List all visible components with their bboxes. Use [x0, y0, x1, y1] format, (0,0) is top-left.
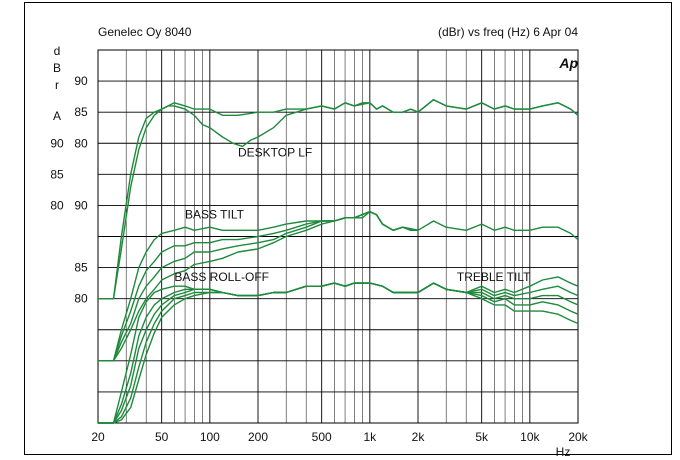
series-line-rolloff [98, 282, 579, 424]
y-tick-label-right: 85 [74, 261, 88, 275]
series-layer [98, 99, 579, 424]
chart-frame [24, 2, 672, 455]
x-tick-label: 2k [412, 430, 426, 444]
annotation-label: DESKTOP LF [238, 146, 312, 160]
x-tick-label: 50 [155, 430, 169, 444]
y-tick-label-right: 90 [74, 198, 88, 212]
header-right-text: (dBr) vs freq (Hz) 6 Apr 04 [438, 25, 578, 39]
header-left-text: Genelec Oy 8040 [98, 25, 192, 39]
y-tick-label-right: 90 [74, 74, 88, 88]
series-line-desktop [98, 99, 579, 300]
series-line-rolloff [98, 282, 579, 424]
text-layer: Genelec Oy 8040 (dBr) vs freq (Hz) 6 Apr… [50, 25, 588, 459]
x-tick-label: 200 [248, 430, 268, 444]
y-tick-label-right: 85 [74, 105, 88, 119]
series-line-tilt [98, 210, 579, 362]
annotation-label: BASS ROLL-OFF [174, 270, 269, 284]
y-tick-label-left: 90 [50, 136, 64, 150]
y-tick-label-right: 80 [74, 136, 88, 150]
x-axis-unit-label: Hz [556, 445, 571, 459]
annotation-label: TREBLE TILT [457, 270, 531, 284]
annotation-label: BASS TILT [185, 208, 245, 222]
y-axis-title-letter: A [53, 109, 61, 123]
x-tick-label: 5k [475, 430, 489, 444]
x-tick-label: 100 [200, 430, 220, 444]
series-line-rolloff [98, 282, 579, 424]
y-axis-title-letter: d [54, 44, 61, 58]
x-tick-label: 1k [363, 430, 377, 444]
ap-logo: Ap [558, 55, 578, 71]
y-tick-label-left: 80 [50, 198, 64, 212]
x-tick-label: 20 [91, 430, 105, 444]
y-tick-label-right: 80 [74, 292, 88, 306]
series-line-rolloff [98, 282, 579, 424]
series-line-desktop [98, 99, 579, 300]
y-axis-title-letter: r [55, 78, 59, 92]
x-tick-label: 500 [312, 430, 332, 444]
y-axis-title-letter: B [53, 61, 61, 75]
x-tick-label: 20k [568, 430, 588, 444]
series-line-tilt [98, 210, 419, 362]
x-tick-label: 10k [520, 430, 540, 444]
y-tick-label-left: 85 [50, 167, 64, 181]
